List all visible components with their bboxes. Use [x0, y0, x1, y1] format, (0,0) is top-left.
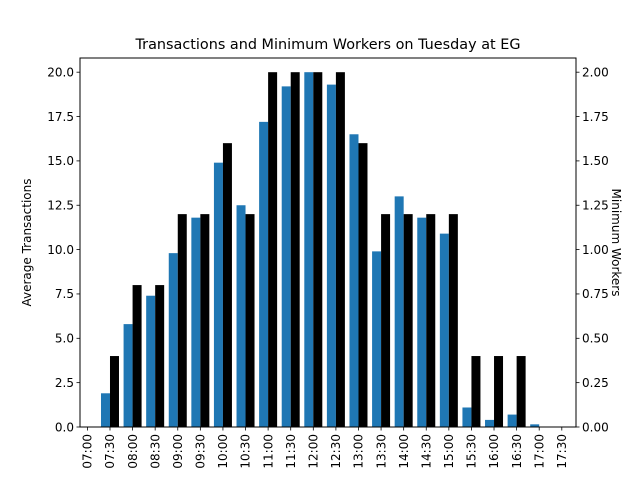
transactions-bar [508, 415, 517, 427]
y-tick-label: 0.0 [55, 420, 74, 434]
x-tick-label: 08:00 [126, 434, 140, 469]
transactions-bar [237, 205, 246, 427]
y-tick-label: 10.0 [47, 243, 74, 257]
x-tick-label: 12:00 [307, 434, 321, 469]
workers-bar [200, 214, 209, 427]
workers-bar [426, 214, 435, 427]
x-tick-label: 17:30 [555, 434, 569, 469]
x-tick-label: 14:30 [419, 434, 433, 469]
workers-bar [358, 143, 367, 427]
workers-bar [155, 285, 164, 427]
x-tick-label: 10:30 [239, 434, 253, 469]
transactions-bar [485, 420, 494, 427]
y2-tick-label: 1.25 [582, 199, 609, 213]
y-tick-label: 2.5 [55, 376, 74, 390]
transactions-bar [259, 122, 268, 427]
left-axis: 0.0 2.5 5.0 7.5 10.0 12.5 15.0 17.5 20.0 [47, 65, 80, 434]
transactions-bar [191, 218, 200, 427]
x-tick-label: 09:00 [171, 434, 185, 469]
workers-bar [291, 72, 300, 427]
y-axis-label: Average Transactions [20, 179, 34, 307]
transactions-bar [372, 251, 381, 427]
transactions-bar [327, 85, 336, 427]
y-tick-label: 5.0 [55, 332, 74, 346]
transactions-bar [349, 134, 358, 427]
transactions-bar [440, 234, 449, 427]
x-tick-label: 11:00 [261, 434, 275, 469]
x-tick-label: 13:00 [352, 434, 366, 469]
workers-bar [404, 214, 413, 427]
x-tick-label: 16:00 [487, 434, 501, 469]
transactions-bar [169, 253, 178, 427]
y2-tick-label: 0.25 [582, 376, 609, 390]
transactions-bar [282, 86, 291, 427]
workers-bar [517, 356, 526, 427]
workers-bar [223, 143, 232, 427]
y2-tick-label: 0.75 [582, 287, 609, 301]
chart-title: Transactions and Minimum Workers on Tues… [135, 37, 521, 53]
workers-bar [494, 356, 503, 427]
y-tick-label: 20.0 [47, 65, 74, 79]
x-tick-label: 07:00 [81, 434, 95, 469]
workers-bar [313, 72, 322, 427]
x-tick-label: 15:30 [465, 434, 479, 469]
x-tick-label: 08:30 [148, 434, 162, 469]
workers-bar [381, 214, 390, 427]
y-tick-label: 15.0 [47, 154, 74, 168]
workers-bar [449, 214, 458, 427]
transactions-bar [146, 296, 155, 427]
bars-group [101, 72, 539, 427]
workers-bar [268, 72, 277, 427]
transactions-bar [304, 72, 313, 427]
y-tick-label: 17.5 [47, 110, 74, 124]
y2-tick-label: 0.00 [582, 420, 609, 434]
x-tick-label: 13:30 [374, 434, 388, 469]
transactions-bar [417, 218, 426, 427]
workers-bar [336, 72, 345, 427]
y2-tick-label: 1.00 [582, 243, 609, 257]
x-tick-label: 16:30 [510, 434, 524, 469]
y2-tick-label: 2.00 [582, 65, 609, 79]
y2-tick-label: 1.75 [582, 110, 609, 124]
x-tick-label: 07:30 [103, 434, 117, 469]
x-axis: 07:00 07:30 08:00 08:30 09:00 09:30 10:00 10:30… [81, 427, 569, 469]
workers-bar [246, 214, 255, 427]
x-tick-label: 09:30 [194, 434, 208, 469]
y2-axis-label: Minimum Workers [609, 189, 623, 297]
x-tick-label: 11:30 [284, 434, 298, 469]
workers-bar [471, 356, 480, 427]
y2-tick-label: 1.50 [582, 154, 609, 168]
x-tick-label: 12:30 [329, 434, 343, 469]
x-tick-label: 14:00 [397, 434, 411, 469]
transactions-bar [395, 196, 404, 427]
transactions-bar [101, 393, 110, 427]
x-tick-label: 10:00 [216, 434, 230, 469]
transactions-bar [462, 407, 471, 427]
x-tick-label: 17:00 [532, 434, 546, 469]
transactions-bar [214, 163, 223, 427]
y-tick-label: 12.5 [47, 199, 74, 213]
y2-tick-label: 0.50 [582, 332, 609, 346]
right-axis: 0.00 0.25 0.50 0.75 1.00 1.25 1.50 1.75 2.00 [576, 65, 609, 434]
x-tick-label: 15:00 [442, 434, 456, 469]
workers-bar [133, 285, 142, 427]
transactions-bar [124, 324, 133, 427]
workers-bar [110, 356, 119, 427]
y-tick-label: 7.5 [55, 287, 74, 301]
workers-bar [178, 214, 187, 427]
